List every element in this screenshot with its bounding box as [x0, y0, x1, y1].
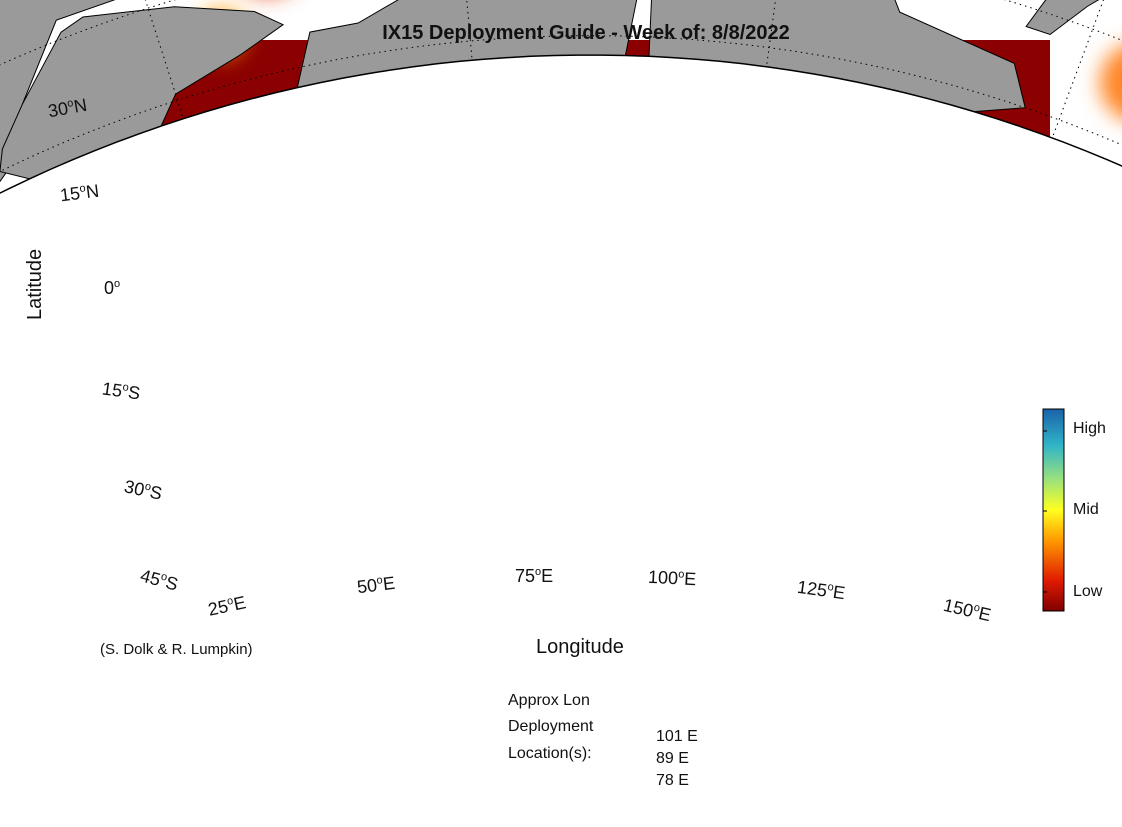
deployment-label-line2: Deployment	[508, 718, 594, 735]
land-se-asia	[648, 0, 1026, 113]
lon-tick-75e: 75oE	[515, 566, 554, 586]
colorbar-high-label: High	[1073, 420, 1106, 437]
colorbar	[1042, 408, 1065, 612]
ocean-field-patch	[1099, 42, 1122, 123]
lat-tick-0: 0o	[104, 278, 121, 298]
credit-text: (S. Dolk & R. Lumpkin)	[100, 641, 253, 658]
colorbar-mid-label: Mid	[1073, 501, 1099, 518]
land-philippines	[1025, 0, 1122, 36]
lon-tick-100e: 100oE	[647, 566, 697, 590]
x-axis-label: Longitude	[536, 636, 624, 658]
deployment-label-line3: Location(s):	[508, 745, 592, 762]
deployment-label-line1: Approx Lon	[508, 692, 590, 709]
deployment-value: 89 E	[656, 750, 689, 767]
map-frame	[0, 54, 1122, 194]
latitude-gridline	[0, 35, 1122, 255]
land-masses	[0, 0, 1122, 271]
map-area	[0, 0, 1122, 271]
y-axis-label: Latitude	[24, 248, 46, 320]
ocean-background	[150, 40, 1050, 271]
graticule	[0, 0, 1122, 255]
colorbar-low-label: Low	[1073, 583, 1103, 600]
longitude-gridline	[1051, 0, 1122, 139]
chart-title: IX15 Deployment Guide - Week of: 8/8/202…	[382, 22, 790, 44]
deployment-value: 78 E	[656, 772, 689, 789]
deployment-value: 101 E	[656, 728, 698, 745]
longitude-gridline	[25, 0, 184, 119]
